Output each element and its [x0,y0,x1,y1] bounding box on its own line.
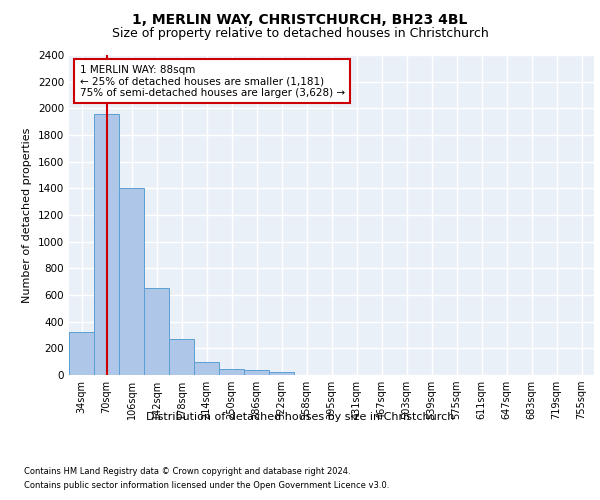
Bar [194,362,219,375]
Bar [219,369,244,375]
Bar [119,188,144,375]
Bar [144,288,169,375]
Bar [269,372,294,375]
Bar [94,114,119,375]
Bar [169,339,194,375]
Bar [244,370,269,375]
Text: Contains HM Land Registry data © Crown copyright and database right 2024.: Contains HM Land Registry data © Crown c… [24,468,350,476]
Y-axis label: Number of detached properties: Number of detached properties [22,128,32,302]
Text: Size of property relative to detached houses in Christchurch: Size of property relative to detached ho… [112,28,488,40]
Text: 1 MERLIN WAY: 88sqm
← 25% of detached houses are smaller (1,181)
75% of semi-det: 1 MERLIN WAY: 88sqm ← 25% of detached ho… [79,64,344,98]
Text: Contains public sector information licensed under the Open Government Licence v3: Contains public sector information licen… [24,481,389,490]
Text: Distribution of detached houses by size in Christchurch: Distribution of detached houses by size … [146,412,454,422]
Bar [69,332,94,375]
Text: 1, MERLIN WAY, CHRISTCHURCH, BH23 4BL: 1, MERLIN WAY, CHRISTCHURCH, BH23 4BL [133,12,467,26]
